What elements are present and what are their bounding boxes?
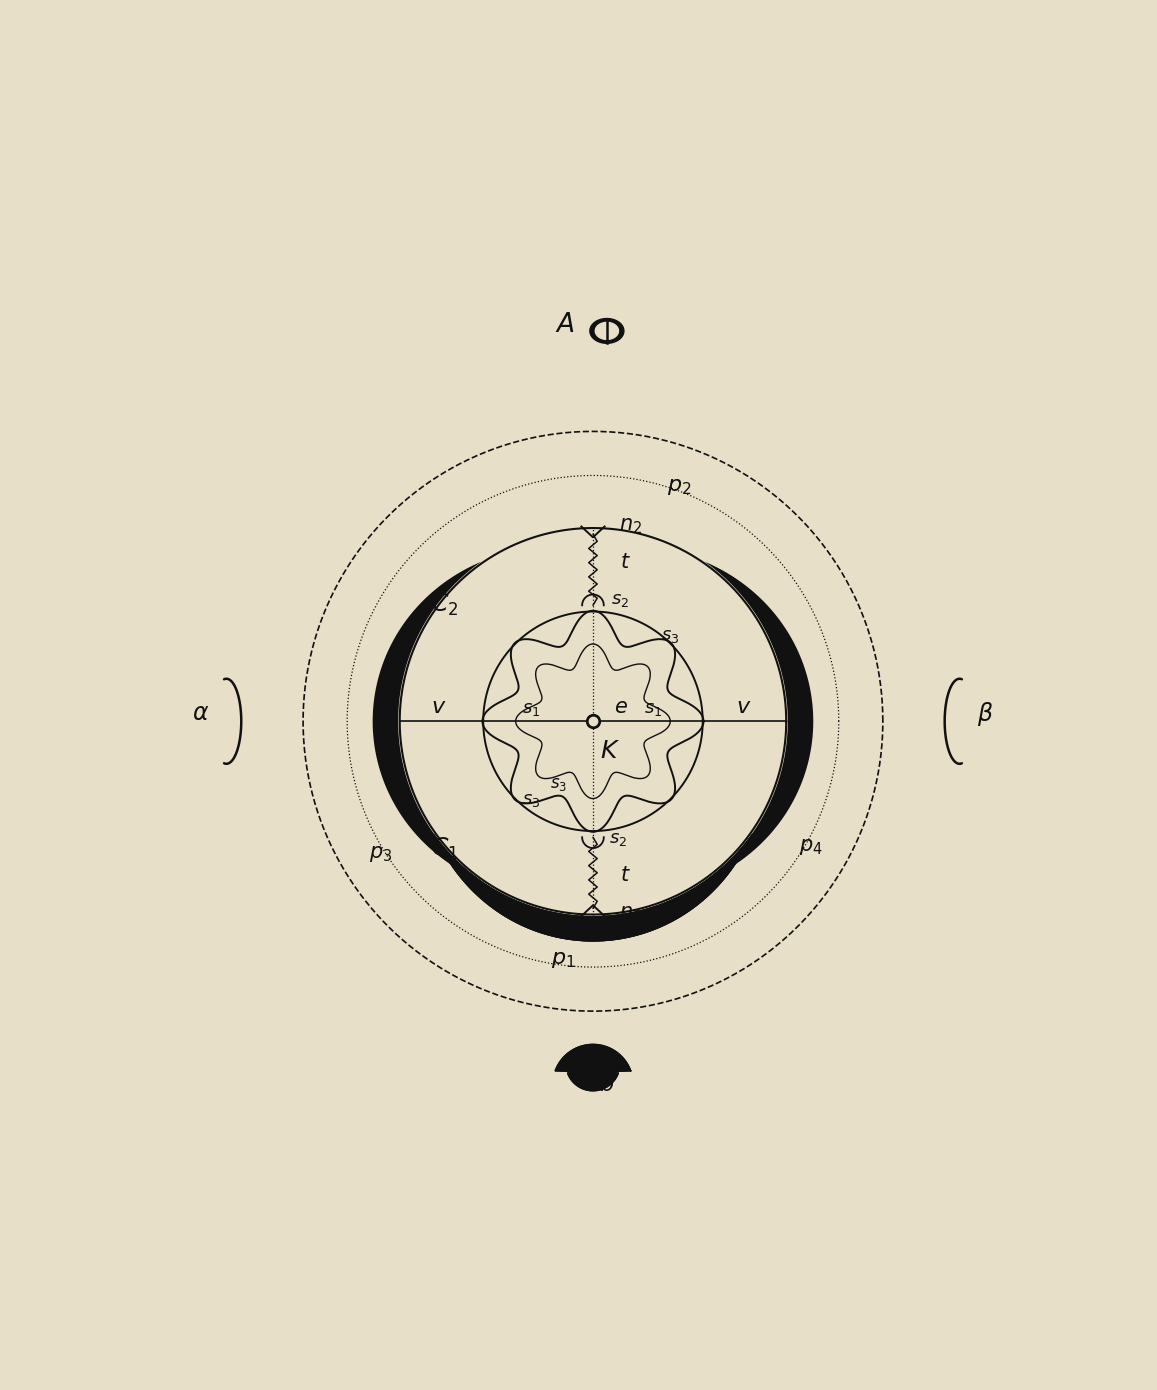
Polygon shape: [434, 833, 752, 941]
Polygon shape: [373, 562, 481, 881]
Text: $e$: $e$: [614, 698, 628, 717]
Text: $s_3$: $s_3$: [661, 627, 679, 645]
Text: $K$: $K$: [600, 738, 620, 763]
Text: $s_1$: $s_1$: [644, 701, 663, 717]
Text: $v$: $v$: [430, 696, 447, 719]
Text: $\beta$: $\beta$: [977, 699, 993, 727]
Text: $p_4$: $p_4$: [799, 837, 823, 856]
Polygon shape: [596, 322, 619, 339]
Text: $n_2$: $n_2$: [619, 517, 642, 537]
Polygon shape: [434, 833, 752, 941]
Text: $t$: $t$: [620, 866, 631, 885]
Text: $p_1$: $p_1$: [551, 948, 576, 970]
Polygon shape: [434, 833, 752, 941]
Text: $b$: $b$: [599, 1073, 614, 1095]
Text: $C_2$: $C_2$: [430, 592, 458, 619]
Text: $v$: $v$: [736, 696, 751, 719]
Polygon shape: [590, 318, 624, 343]
Text: $p_2$: $p_2$: [668, 474, 692, 496]
Text: $s_3$: $s_3$: [550, 776, 567, 794]
Polygon shape: [705, 562, 813, 881]
Text: $C_1$: $C_1$: [430, 835, 458, 862]
Text: $s_1$: $s_1$: [522, 701, 540, 717]
Text: $s_3$: $s_3$: [522, 791, 540, 809]
Text: $n_1$: $n_1$: [619, 905, 642, 924]
Text: $\alpha$: $\alpha$: [192, 702, 209, 726]
Text: $A$: $A$: [554, 313, 574, 338]
Polygon shape: [555, 1044, 631, 1091]
Text: $s_2$: $s_2$: [611, 591, 629, 609]
Text: $p_3$: $p_3$: [369, 844, 392, 865]
Text: $s_2$: $s_2$: [610, 830, 627, 848]
Text: $t$: $t$: [620, 553, 631, 573]
